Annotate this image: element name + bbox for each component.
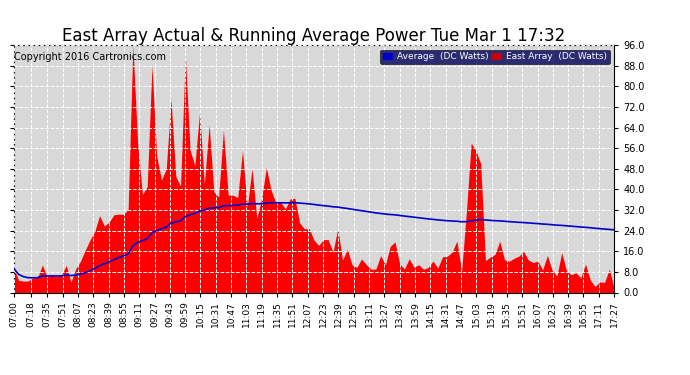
Legend: Average  (DC Watts), East Array  (DC Watts): Average (DC Watts), East Array (DC Watts… <box>380 50 609 64</box>
Text: Copyright 2016 Cartronics.com: Copyright 2016 Cartronics.com <box>14 53 166 62</box>
Title: East Array Actual & Running Average Power Tue Mar 1 17:32: East Array Actual & Running Average Powe… <box>62 27 566 45</box>
